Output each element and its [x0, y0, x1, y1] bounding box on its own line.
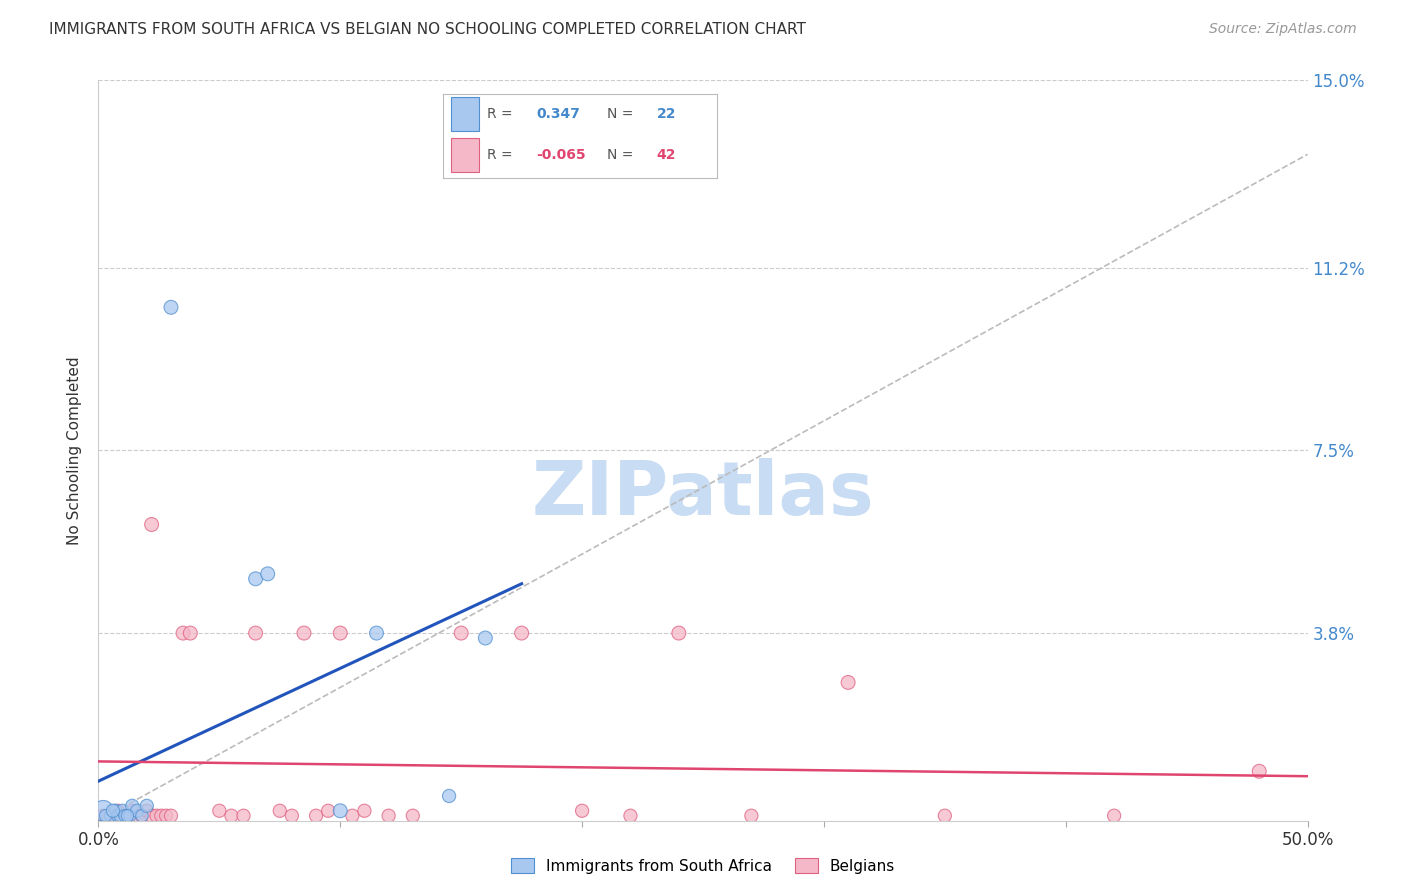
- Legend: Immigrants from South Africa, Belgians: Immigrants from South Africa, Belgians: [505, 852, 901, 880]
- Point: [474, 631, 496, 645]
- Point: [571, 804, 593, 818]
- Point: [108, 808, 131, 822]
- Point: [668, 626, 690, 640]
- Point: [155, 808, 177, 822]
- Bar: [451, 137, 478, 171]
- Point: [121, 798, 143, 813]
- Point: [510, 626, 533, 640]
- Point: [101, 804, 124, 818]
- Text: R =: R =: [486, 107, 517, 121]
- Point: [377, 808, 399, 822]
- Point: [160, 808, 183, 822]
- Point: [837, 675, 859, 690]
- Point: [256, 566, 278, 581]
- Point: [127, 804, 149, 818]
- Point: [111, 808, 134, 822]
- Point: [450, 626, 472, 640]
- Point: [402, 808, 425, 822]
- Point: [179, 626, 201, 640]
- Point: [91, 808, 114, 822]
- Point: [100, 808, 122, 822]
- Text: Source: ZipAtlas.com: Source: ZipAtlas.com: [1209, 22, 1357, 37]
- Point: [269, 804, 291, 818]
- Point: [619, 808, 641, 822]
- Point: [740, 808, 762, 822]
- Point: [114, 808, 136, 822]
- Point: [245, 572, 267, 586]
- Point: [107, 804, 129, 818]
- Text: -0.065: -0.065: [536, 148, 586, 161]
- Point: [232, 808, 254, 822]
- Point: [281, 808, 304, 822]
- Point: [150, 808, 173, 822]
- Text: 0.347: 0.347: [536, 107, 581, 121]
- Point: [145, 808, 167, 822]
- Text: ZIPatlas: ZIPatlas: [531, 458, 875, 532]
- Point: [1249, 764, 1271, 779]
- Point: [97, 808, 120, 822]
- Point: [141, 808, 163, 822]
- Point: [127, 808, 149, 822]
- Point: [101, 808, 124, 822]
- Point: [118, 808, 141, 822]
- Point: [160, 301, 183, 315]
- Point: [131, 808, 153, 822]
- Point: [353, 804, 375, 818]
- Point: [117, 808, 139, 822]
- Point: [437, 789, 460, 803]
- Point: [221, 808, 243, 822]
- Point: [329, 626, 352, 640]
- Point: [141, 517, 163, 532]
- Point: [135, 798, 157, 813]
- Point: [329, 804, 352, 818]
- Point: [292, 626, 315, 640]
- Point: [1102, 808, 1125, 822]
- Point: [208, 804, 231, 818]
- Point: [135, 804, 157, 818]
- Point: [117, 808, 139, 822]
- Text: 22: 22: [657, 107, 676, 121]
- Point: [316, 804, 339, 818]
- Point: [111, 804, 134, 818]
- Text: R =: R =: [486, 148, 517, 161]
- Text: 42: 42: [657, 148, 676, 161]
- Point: [934, 808, 956, 822]
- Bar: [451, 97, 478, 131]
- Point: [366, 626, 388, 640]
- Point: [94, 808, 117, 822]
- Point: [172, 626, 194, 640]
- Point: [342, 808, 364, 822]
- Point: [104, 804, 127, 818]
- Point: [121, 804, 143, 818]
- Y-axis label: No Schooling Completed: No Schooling Completed: [67, 356, 83, 545]
- Point: [131, 808, 153, 822]
- Point: [245, 626, 267, 640]
- Text: N =: N =: [607, 107, 638, 121]
- Point: [107, 808, 129, 822]
- Text: N =: N =: [607, 148, 638, 161]
- Text: IMMIGRANTS FROM SOUTH AFRICA VS BELGIAN NO SCHOOLING COMPLETED CORRELATION CHART: IMMIGRANTS FROM SOUTH AFRICA VS BELGIAN …: [49, 22, 806, 37]
- Point: [305, 808, 328, 822]
- Point: [91, 804, 114, 818]
